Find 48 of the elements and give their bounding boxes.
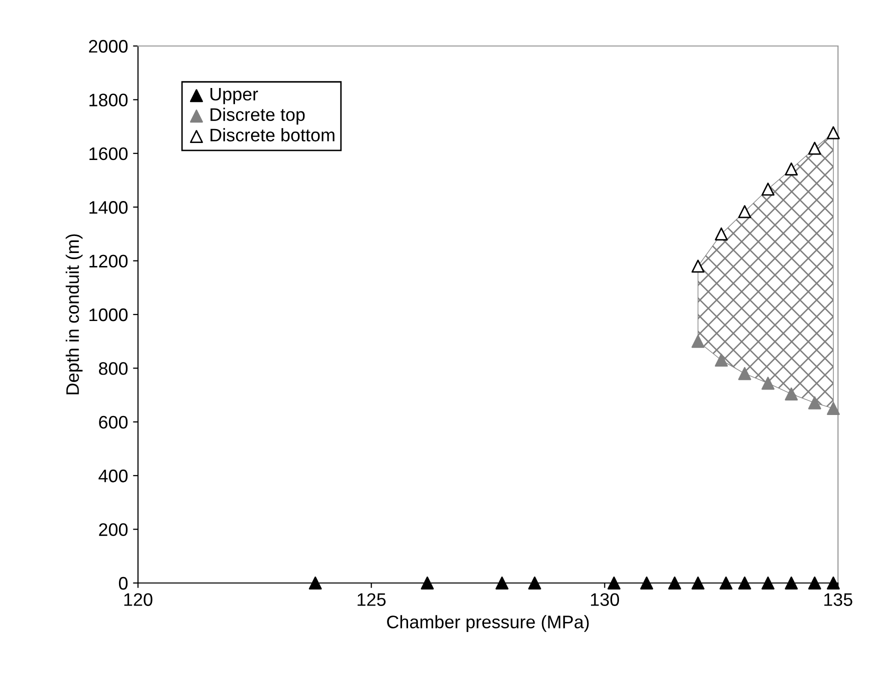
y-tick-label: 400 — [98, 470, 128, 482]
point — [691, 260, 705, 273]
point — [714, 227, 728, 240]
point — [607, 576, 621, 590]
point — [808, 396, 822, 410]
point — [738, 576, 752, 590]
point — [808, 576, 822, 590]
point — [826, 576, 840, 590]
point — [691, 334, 705, 348]
y-tick-label: 1400 — [89, 201, 128, 214]
y-tick-label: 1200 — [89, 254, 128, 268]
point — [808, 142, 822, 155]
point — [719, 576, 733, 590]
y-tick-label: 200 — [99, 523, 128, 536]
point — [826, 126, 840, 140]
point — [826, 402, 840, 415]
point — [761, 376, 775, 390]
y-tick-label: 800 — [98, 362, 128, 375]
point — [308, 576, 322, 590]
point — [784, 576, 798, 590]
point — [668, 576, 682, 590]
y-tick-label: 1800 — [89, 94, 128, 106]
point — [784, 387, 798, 400]
x-tick-label: 135 — [824, 593, 852, 606]
legend-label: Discrete bottom — [210, 128, 334, 142]
point — [738, 205, 752, 218]
y-axis-title: Depth in conduit (m) — [66, 234, 83, 394]
point — [784, 162, 798, 176]
y-tick-label: 2000 — [89, 40, 128, 53]
point — [640, 576, 654, 590]
x-tick-label: 120 — [124, 593, 152, 606]
point — [714, 354, 728, 367]
point — [691, 576, 705, 590]
x-tick-label: 130 — [590, 593, 620, 606]
x-tick-label: 125 — [358, 593, 386, 606]
point — [738, 367, 752, 380]
point — [528, 576, 542, 590]
x-axis-title: Chamber pressure (MPa) — [387, 615, 589, 632]
y-tick-label: 600 — [99, 416, 128, 429]
y-tick-label: 1000 — [89, 308, 128, 322]
legend-label: Upper — [210, 88, 258, 104]
point — [495, 576, 509, 590]
point — [761, 576, 775, 590]
point — [761, 182, 775, 196]
point — [420, 576, 434, 590]
y-tick-label: 1600 — [89, 147, 128, 160]
legend-label: Discrete top — [210, 108, 305, 125]
y-tick-label: 0 — [118, 576, 128, 590]
